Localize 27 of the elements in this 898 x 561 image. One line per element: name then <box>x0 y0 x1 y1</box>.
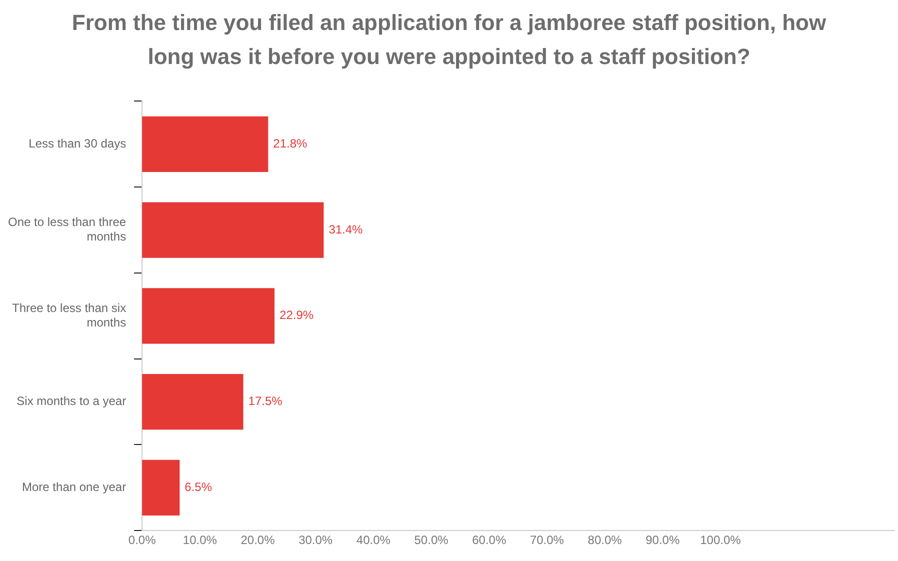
x-tick-label: 100.0% <box>700 533 742 548</box>
data-label: 6.5% <box>184 480 212 494</box>
x-tick-label: 40.0% <box>356 533 391 548</box>
x-tick-label: 20.0% <box>240 533 276 548</box>
bar <box>142 374 244 430</box>
x-tick-label: 10.0% <box>182 533 218 548</box>
x-tick-label: 30.0% <box>298 533 333 548</box>
data-label: 22.9% <box>280 308 314 322</box>
bar <box>142 288 275 344</box>
y-tick-label: Three to less than six months <box>12 301 126 330</box>
y-tick-label: More than one year <box>22 480 126 494</box>
x-tick-label: 70.0% <box>530 533 564 548</box>
x-tick-label: 90.0% <box>646 533 680 548</box>
y-tick-label: Less than 30 days <box>28 136 126 150</box>
bar <box>142 460 180 516</box>
chart-title: From the time you filed an application for a jamboree staff position, how long was it before you were appointed to a staff position? <box>70 9 828 71</box>
x-tick-label: 50.0% <box>414 533 449 548</box>
y-tick-label: One to less than three months <box>8 215 126 244</box>
x-tick-label: 60.0% <box>472 533 506 548</box>
x-tick-label: 80.0% <box>588 533 622 548</box>
data-label: 31.4% <box>328 222 364 236</box>
data-label: 17.5% <box>248 394 283 408</box>
bar <box>142 116 268 172</box>
x-tick-label: 0.0% <box>128 533 156 548</box>
bar <box>142 202 324 258</box>
y-tick-label: Six months to a year <box>16 394 126 408</box>
data-label: 21.8% <box>273 136 308 150</box>
